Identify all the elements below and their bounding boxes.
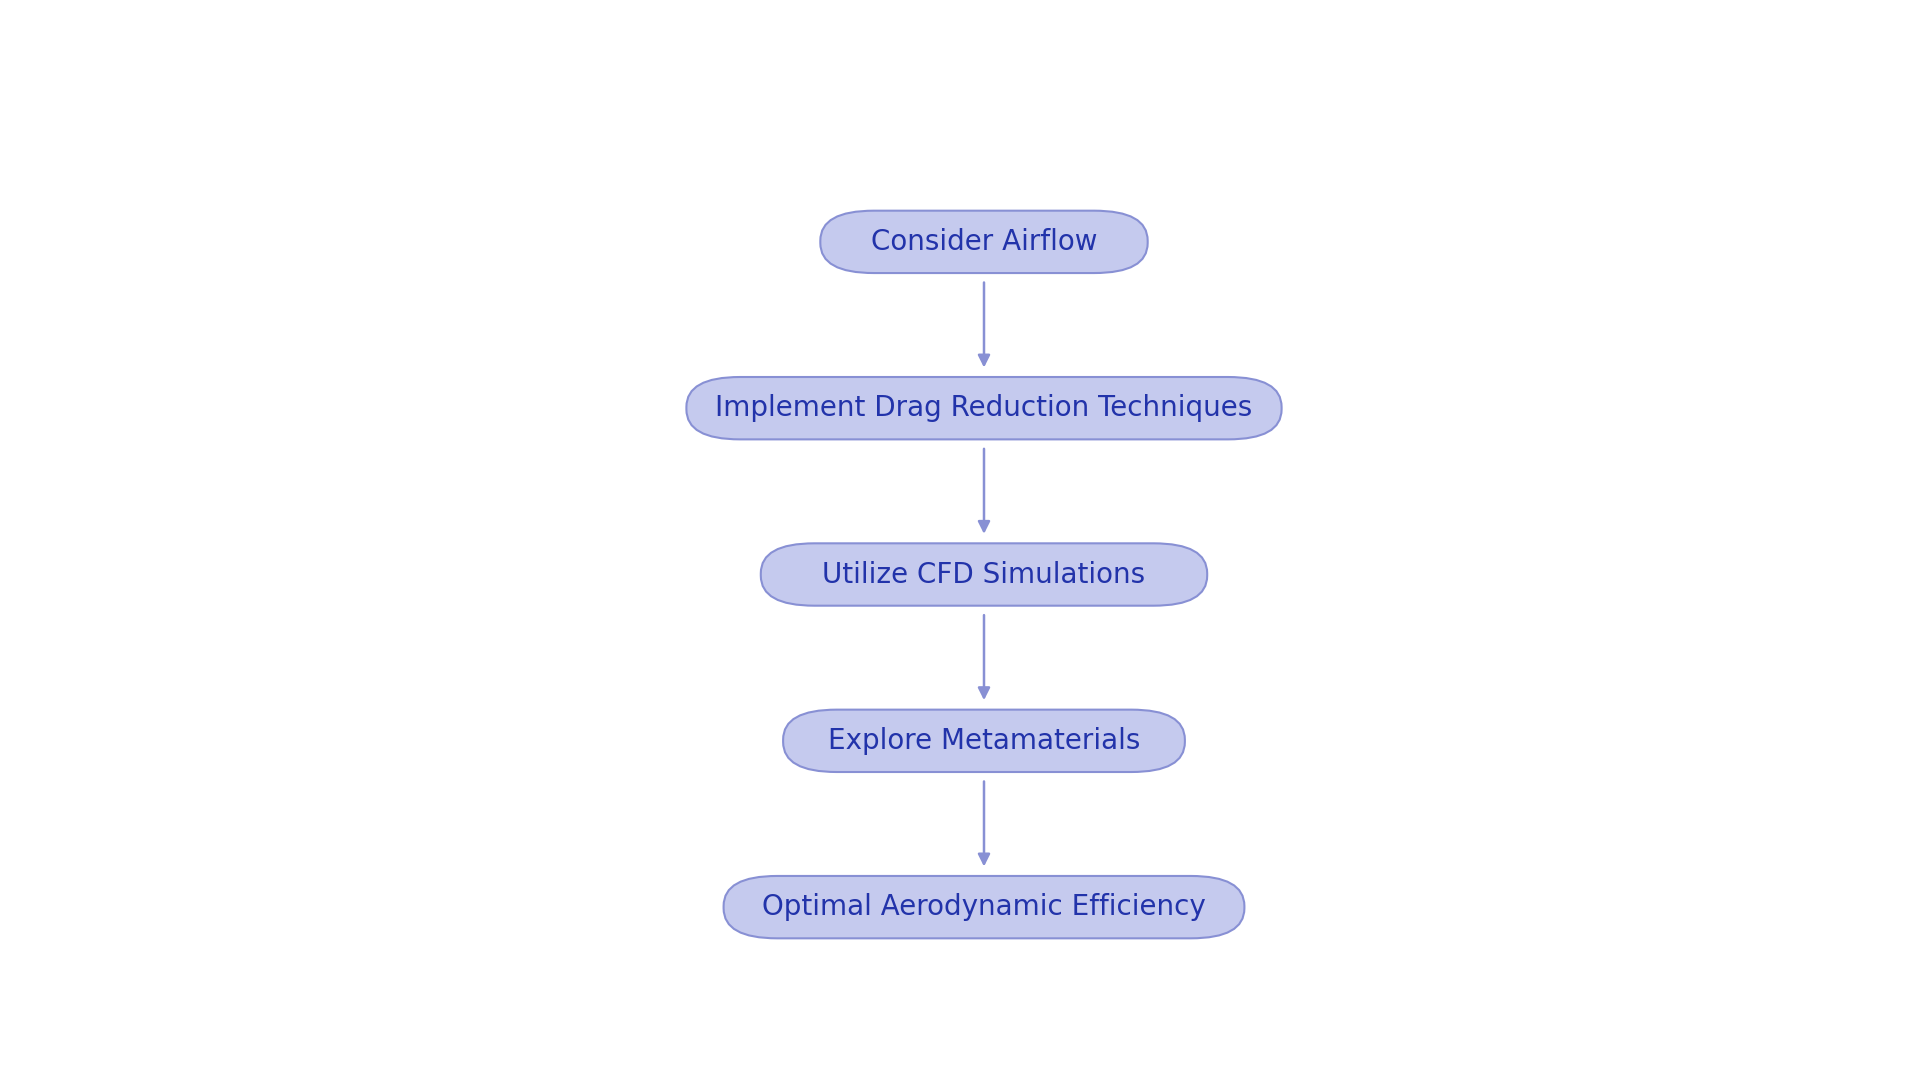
- FancyBboxPatch shape: [783, 710, 1185, 772]
- FancyBboxPatch shape: [687, 377, 1283, 440]
- FancyBboxPatch shape: [760, 543, 1208, 606]
- Text: Optimal Aerodynamic Efficiency: Optimal Aerodynamic Efficiency: [762, 893, 1206, 921]
- Text: Implement Drag Reduction Techniques: Implement Drag Reduction Techniques: [716, 394, 1252, 422]
- Text: Utilize CFD Simulations: Utilize CFD Simulations: [822, 561, 1146, 589]
- FancyBboxPatch shape: [724, 876, 1244, 939]
- FancyBboxPatch shape: [820, 211, 1148, 273]
- Text: Explore Metamaterials: Explore Metamaterials: [828, 727, 1140, 755]
- Text: Consider Airflow: Consider Airflow: [872, 228, 1096, 256]
